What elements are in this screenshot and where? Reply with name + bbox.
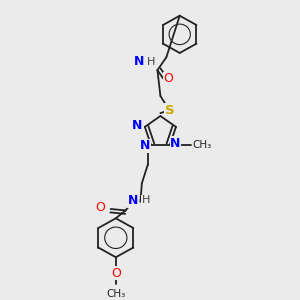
Text: O: O (164, 72, 173, 85)
Text: N: N (128, 194, 138, 207)
Text: CH₃: CH₃ (192, 140, 212, 149)
Text: O: O (111, 266, 121, 280)
Text: N: N (132, 119, 142, 132)
Text: H: H (147, 57, 156, 67)
Text: N: N (140, 140, 150, 152)
Text: S: S (164, 104, 174, 117)
Text: O: O (95, 201, 105, 214)
Text: N: N (134, 55, 144, 68)
Text: H: H (142, 195, 150, 206)
Text: CH₃: CH₃ (106, 289, 125, 299)
Text: N: N (170, 136, 181, 150)
